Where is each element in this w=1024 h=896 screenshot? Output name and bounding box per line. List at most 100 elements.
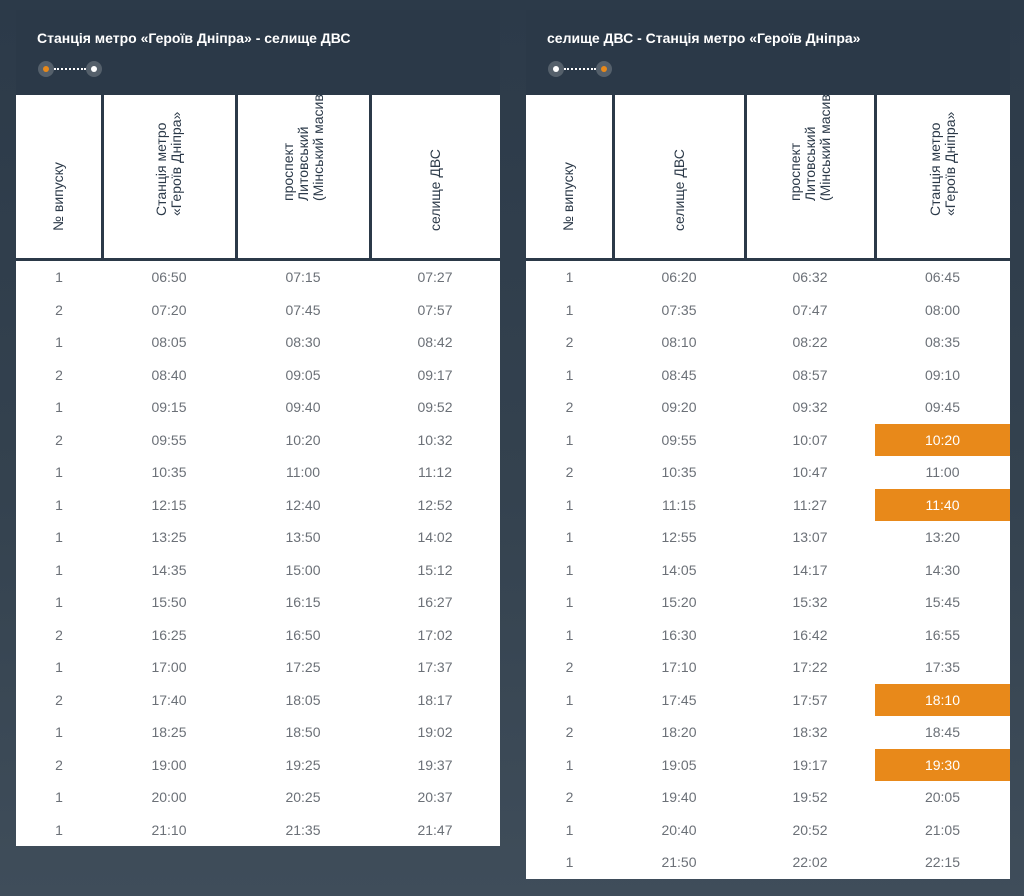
time-cell: 17:25: [285, 659, 321, 676]
time-cell: 09:17: [417, 366, 453, 383]
highlighted-time-cell: 18:10: [875, 683, 1010, 716]
time-cell: 09:52: [417, 399, 453, 416]
issue-number-cell: 2: [55, 626, 63, 643]
schedule-panel-forward: Станція метро «Героїв Дніпра» - селище Д…: [16, 10, 500, 846]
issue-number-cell: 1: [55, 334, 63, 351]
time-cell: 09:45: [924, 399, 961, 416]
issue-number-cell: 1: [565, 626, 574, 643]
time-cell: 18:25: [151, 724, 187, 741]
column-header: проспект Литовський (Мінський масив): [234, 90, 372, 261]
table-row: 1 16:30 16:42 16:55: [526, 619, 1010, 652]
time-cell: 11:12: [418, 464, 452, 481]
table-row: 1 15:50 16:15 16:27: [16, 586, 500, 619]
time-cell: 18:45: [924, 724, 961, 741]
time-cell: 17:35: [924, 659, 961, 676]
table-row: 1 21:10 21:35 21:47: [16, 814, 500, 847]
time-cell: 06:50: [151, 269, 187, 286]
issue-number-cell: 1: [565, 496, 574, 513]
time-cell: 15:12: [417, 561, 453, 578]
issue-number-cell: 2: [565, 399, 574, 416]
table-row: 1 09:55 10:07 10:20: [526, 423, 1010, 456]
time-cell: 12:55: [661, 529, 697, 546]
issue-number-cell: 1: [565, 301, 574, 318]
time-cell: 17:45: [661, 691, 697, 708]
column-header: Станція метро «Героїв Дніпра»: [100, 95, 238, 261]
time-cell: 16:15: [285, 594, 321, 611]
time-cell: 18:20: [661, 724, 697, 741]
time-cell: 15:50: [151, 594, 187, 611]
issue-number-cell: 1: [565, 561, 574, 578]
highlighted-time-cell: 19:30: [875, 748, 1010, 781]
time-cell: 19:52: [792, 789, 828, 806]
time-cell: 19:17: [792, 756, 828, 773]
issue-number-cell: 2: [55, 691, 63, 708]
issue-number-cell: 1: [565, 529, 574, 546]
column-header-label: Станція метро «Героїв Дніпра»: [927, 111, 959, 216]
time-cell: 17:57: [792, 691, 828, 708]
time-cell: 11:15: [662, 496, 696, 513]
issue-number-cell: 1: [55, 269, 63, 286]
time-cell: 10:35: [661, 464, 697, 481]
table-row: 1 19:05 19:17 19:30: [526, 748, 1010, 781]
time-cell: 18:05: [285, 691, 321, 708]
column-header: Станція метро «Героїв Дніпра»: [873, 95, 1010, 261]
table-row: 2 17:40 18:05 18:17: [16, 684, 500, 717]
time-cell: 10:07: [792, 431, 828, 448]
table-row: 2 10:35 10:47 11:00: [526, 456, 1010, 489]
time-cell: 17:40: [151, 691, 187, 708]
time-cell: 22:15: [924, 854, 961, 871]
time-cell: 09:15: [151, 399, 187, 416]
time-cell: 13:50: [285, 529, 321, 546]
issue-number-cell: 1: [55, 561, 63, 578]
panel-title: Станція метро «Героїв Дніпра» - селище Д…: [37, 30, 351, 46]
time-cell: 09:55: [661, 431, 697, 448]
time-cell: 15:32: [792, 594, 828, 611]
issue-number-cell: 2: [565, 659, 574, 676]
column-header-label: селище ДВС: [427, 149, 444, 231]
time-cell: 20:52: [792, 821, 828, 838]
panel-header: Станція метро «Героїв Дніпра» - селище Д…: [16, 10, 500, 95]
issue-number-cell: 1: [565, 756, 574, 773]
time-cell: 08:05: [151, 334, 187, 351]
time-cell: 18:17: [417, 691, 453, 708]
time-cell: 13:20: [924, 529, 961, 546]
table-row: 1 18:25 18:50 19:02: [16, 716, 500, 749]
time-cell: 06:45: [924, 269, 961, 286]
time-cell: 13:07: [792, 529, 828, 546]
highlighted-time-cell: 10:20: [875, 423, 1010, 456]
time-cell: 07:57: [417, 301, 453, 318]
table-row: 2 08:10 08:22 08:35: [526, 326, 1010, 359]
time-cell: 12:52: [417, 496, 453, 513]
table-row: 1 14:05 14:17 14:30: [526, 554, 1010, 587]
time-cell: 09:20: [661, 399, 697, 416]
column-header: селище ДВС: [368, 95, 500, 261]
issue-number-cell: 1: [55, 659, 63, 676]
table-row: 2 16:25 16:50 17:02: [16, 619, 500, 652]
route-start-to-end-icon: [38, 61, 102, 77]
column-header: селище ДВС: [611, 95, 747, 261]
time-cell: 19:05: [661, 756, 697, 773]
issue-number-cell: 2: [565, 789, 574, 806]
table-row: 1 07:35 07:47 08:00: [526, 294, 1010, 327]
time-cell: 10:32: [417, 431, 453, 448]
time-cell: 08:57: [792, 366, 828, 383]
time-cell: 16:42: [792, 626, 828, 643]
time-cell: 08:00: [924, 301, 961, 318]
timetable: № випуску селище ДВС проспект Литовський (…: [526, 90, 1010, 879]
panel-header: селище ДВС - Станція метро «Героїв Дніпр…: [526, 10, 1010, 95]
table-row: 1 12:15 12:40 12:52: [16, 489, 500, 522]
time-cell: 11:00: [925, 464, 960, 481]
table-row: 1 14:35 15:00 15:12: [16, 554, 500, 587]
issue-number-cell: 1: [565, 431, 574, 448]
column-header: проспект Литовський (Мінський масив): [743, 90, 877, 261]
time-cell: 11:00: [286, 464, 320, 481]
table-row: 1 08:45 08:57 09:10: [526, 359, 1010, 392]
table-row: 2 19:40 19:52 20:05: [526, 781, 1010, 814]
time-cell: 21:50: [661, 854, 697, 871]
time-cell: 17:02: [417, 626, 453, 643]
time-cell: 07:35: [661, 301, 697, 318]
time-cell: 12:15: [151, 496, 187, 513]
time-cell: 08:35: [924, 334, 961, 351]
time-cell: 08:10: [661, 334, 697, 351]
time-cell: 20:37: [417, 789, 453, 806]
